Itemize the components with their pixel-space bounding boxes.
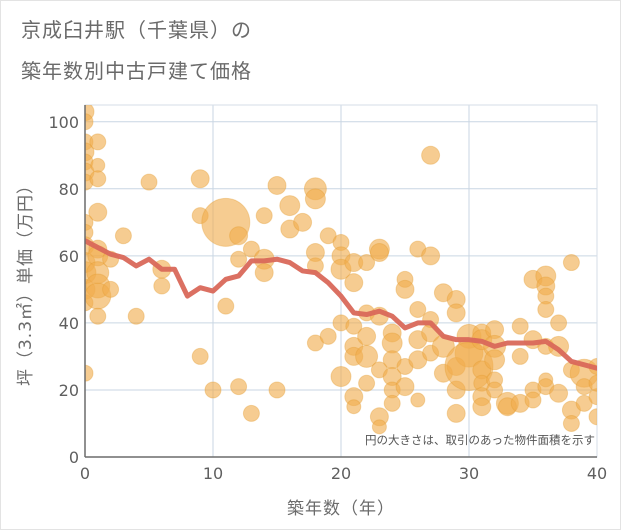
data-bubble [90,157,106,173]
data-bubble [421,145,441,165]
y-tick-label: 80 [59,180,79,199]
data-bubble [371,419,387,435]
data-bubble [153,277,171,295]
data-bubble [446,303,466,323]
data-bubble [537,300,555,318]
data-bubble [486,381,504,399]
data-bubble [330,366,352,388]
data-bubble [369,243,389,263]
y-axis-label: 坪（3.3㎡）単価（万円） [16,176,36,386]
data-bubble [267,175,287,195]
data-bubble [588,388,597,406]
data-bubble [242,404,260,422]
data-bubble [395,279,415,299]
data-bubble [85,113,94,131]
data-bubble [114,227,132,245]
data-bubble [268,381,286,399]
data-bubble [89,307,107,325]
x-tick-label: 40 [587,464,607,483]
chart-title-line2: 築年数別中古戸建て価格 [21,59,252,83]
y-tick-label: 100 [48,113,79,132]
data-bubble [409,300,427,318]
data-bubble [319,327,337,345]
y-tick-label: 40 [59,314,79,333]
data-bubble [344,273,364,293]
x-tick-label: 0 [80,464,90,483]
data-bubble [140,173,158,191]
data-bubble [190,169,210,189]
tick-labels: 0 10 20 30 40 0 20 40 60 80 100 [48,113,607,483]
data-bubble [511,317,529,335]
data-bubble [383,394,401,412]
data-bubble [254,263,274,283]
data-bubble [217,297,235,315]
data-bubble [304,188,326,210]
average-line-layer [85,238,597,371]
data-bubble [550,314,568,332]
data-bubble [102,280,120,298]
data-bubble [524,391,542,409]
data-bubble [446,403,466,423]
x-tick-label: 20 [331,464,351,483]
data-bubble [88,202,108,222]
data-bubble [85,223,94,241]
data-bubble [279,195,301,217]
data-bubble [410,392,426,408]
data-bubble [230,250,248,268]
data-bubble [511,347,529,365]
data-bubble [484,349,506,371]
y-tick-label: 60 [59,247,79,266]
size-legend-note: 円の大きさは、取引のあった物件面積を示す [365,433,595,447]
data-bubble [588,408,597,426]
data-bubble [255,207,273,225]
y-tick-label: 20 [59,381,79,400]
data-bubble [230,378,248,396]
data-bubble [355,344,379,368]
data-bubble [575,394,593,412]
data-bubble [381,332,403,354]
data-bubble [127,307,145,325]
data-bubble [549,383,569,403]
x-axis-label: 築年数（年） [287,499,395,519]
data-bubble [89,133,107,151]
data-bubble [319,227,337,245]
y-tick-label: 0 [69,448,79,467]
data-bubble [358,374,376,392]
data-bubble [306,334,324,352]
data-bubble [204,381,222,399]
chart-title-line1: 京成臼井駅（千葉県）の [21,18,252,42]
data-bubble [395,377,415,397]
data-bubble [89,170,107,188]
data-bubble [191,347,209,365]
data-bubble [358,254,376,272]
x-tick-label: 10 [203,464,223,483]
data-bubble [346,399,362,415]
data-bubble [562,254,580,272]
data-bubble [562,414,580,432]
data-bubble [85,364,94,382]
data-bubble [472,397,492,417]
average-price-line [85,238,597,371]
data-bubble [293,212,313,232]
data-bubble [345,317,363,335]
data-bubble [421,246,441,266]
data-bubble [242,240,260,258]
axes [84,105,597,458]
data-bubble [357,326,377,346]
x-tick-label: 30 [459,464,479,483]
data-bubble [588,374,597,392]
data-bubble [229,226,249,246]
